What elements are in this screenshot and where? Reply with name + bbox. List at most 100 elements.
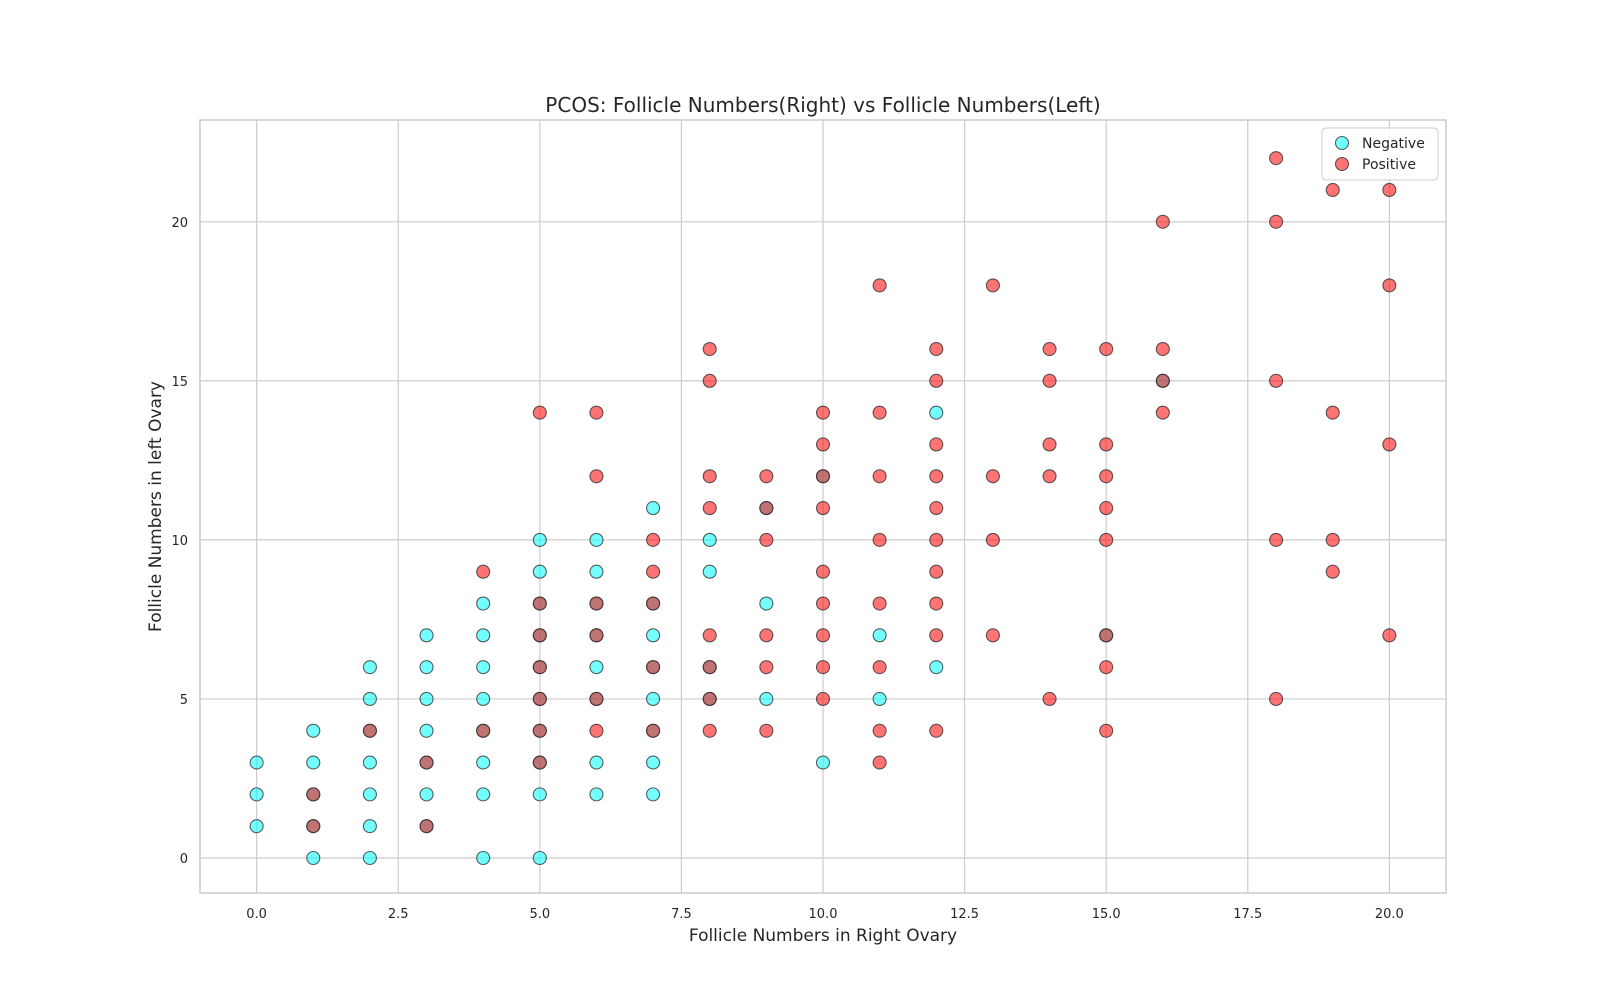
data-point <box>476 755 491 770</box>
y-tick-label: 15 <box>171 375 188 390</box>
data-point <box>759 469 774 484</box>
x-tick-label: 17.5 <box>1233 907 1262 922</box>
data-point <box>1325 532 1340 547</box>
data-point <box>362 787 377 802</box>
data-point <box>1155 373 1170 388</box>
data-point <box>589 660 604 675</box>
data-point <box>362 850 377 866</box>
data-point <box>872 723 887 738</box>
data-point <box>759 532 774 547</box>
data-point <box>646 723 661 738</box>
data-point <box>476 564 491 579</box>
data-point <box>589 723 604 738</box>
data-point <box>1325 564 1340 579</box>
grid-lines <box>200 120 1446 893</box>
data-point <box>1042 469 1057 484</box>
data-point <box>249 755 264 770</box>
y-tick-label: 5 <box>180 693 188 708</box>
data-point <box>1099 469 1114 484</box>
data-point <box>1155 405 1170 420</box>
data-point <box>759 628 774 643</box>
data-point <box>929 596 944 611</box>
data-point <box>646 564 661 579</box>
data-point <box>646 691 661 707</box>
data-point <box>646 660 661 675</box>
data-point <box>985 532 1000 547</box>
data-point <box>476 850 491 866</box>
data-point <box>1099 501 1114 516</box>
data-point <box>759 501 774 516</box>
data-point <box>306 819 321 834</box>
series-negative <box>249 373 1170 866</box>
data-point <box>815 691 831 707</box>
data-point <box>815 755 831 770</box>
data-point <box>1099 723 1114 738</box>
data-point <box>532 532 547 547</box>
data-point <box>929 373 944 388</box>
data-point <box>985 628 1000 643</box>
data-point <box>702 532 717 547</box>
legend: Negative Positive <box>1321 127 1439 181</box>
x-tick-label: 10.0 <box>809 907 838 922</box>
data-point <box>249 787 264 802</box>
data-point <box>1382 437 1397 452</box>
legend-label: Positive <box>1362 157 1416 173</box>
x-tick-label: 5.0 <box>529 907 550 922</box>
data-point <box>759 660 774 675</box>
data-point <box>872 278 887 293</box>
data-point <box>589 532 604 547</box>
y-tick-label: 20 <box>171 216 188 231</box>
data-point <box>419 628 434 643</box>
x-axis-label: Follicle Numbers in Right Ovary <box>689 926 957 946</box>
data-point <box>759 596 774 611</box>
data-point <box>872 405 887 420</box>
data-point <box>1269 373 1284 388</box>
data-point <box>1099 341 1114 357</box>
data-point <box>476 660 491 675</box>
data-point <box>1269 691 1284 707</box>
data-point <box>702 628 717 643</box>
data-point <box>249 819 264 834</box>
data-point <box>702 341 717 357</box>
data-point <box>985 278 1000 293</box>
y-axis-label: Follicle Numbers in left Ovary <box>146 381 166 632</box>
data-point <box>1155 341 1170 357</box>
data-point <box>1382 628 1397 643</box>
data-point <box>419 660 434 675</box>
data-point <box>362 660 377 675</box>
data-point <box>532 787 547 802</box>
data-point <box>532 628 547 643</box>
data-point <box>362 723 377 738</box>
data-point <box>1325 182 1340 198</box>
data-point <box>362 755 377 770</box>
data-point <box>646 596 661 611</box>
data-point <box>702 691 717 707</box>
data-point <box>589 628 604 643</box>
data-point <box>532 564 547 579</box>
data-point <box>872 596 887 611</box>
legend-box <box>1321 127 1439 181</box>
data-point <box>362 819 377 834</box>
data-point <box>532 405 547 420</box>
data-point <box>1269 532 1284 547</box>
data-point <box>702 660 717 675</box>
data-point <box>1099 437 1114 452</box>
data-point <box>362 691 377 707</box>
data-point <box>1099 628 1114 643</box>
data-point <box>1042 373 1057 388</box>
data-point <box>1269 151 1284 166</box>
data-point <box>419 691 434 707</box>
series-positive <box>306 151 1397 834</box>
data-point <box>306 850 321 866</box>
data-point <box>872 469 887 484</box>
x-tick-label: 2.5 <box>388 907 409 922</box>
data-point <box>532 755 547 770</box>
data-point <box>646 501 661 516</box>
data-point <box>1099 660 1114 675</box>
data-point <box>419 787 434 802</box>
x-tick-label: 15.0 <box>1092 907 1121 922</box>
y-axis-ticks: 0 5 10 15 20 <box>171 216 188 867</box>
data-point <box>419 755 434 770</box>
data-point <box>1155 214 1170 229</box>
